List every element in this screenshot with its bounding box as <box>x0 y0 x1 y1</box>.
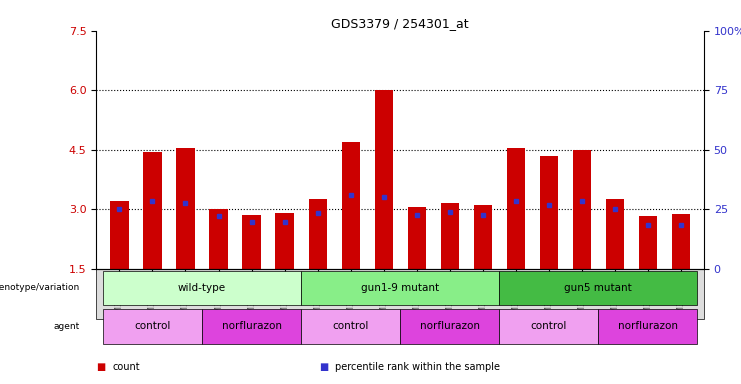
Bar <box>301 271 499 305</box>
Text: gun5 mutant: gun5 mutant <box>565 283 632 293</box>
Bar <box>539 156 558 269</box>
Bar <box>103 271 301 305</box>
Bar <box>342 142 359 269</box>
Text: ■: ■ <box>96 362 105 372</box>
Bar <box>202 309 301 344</box>
Text: gun1-9 mutant: gun1-9 mutant <box>361 283 439 293</box>
Text: control: control <box>531 321 567 331</box>
Bar <box>672 214 690 269</box>
Bar <box>639 217 657 269</box>
Bar <box>400 309 499 344</box>
Bar <box>242 215 261 269</box>
Bar <box>499 309 598 344</box>
Bar <box>441 204 459 269</box>
Text: ■: ■ <box>319 362 328 372</box>
Bar <box>573 150 591 269</box>
Bar <box>507 148 525 269</box>
Bar <box>144 152 162 269</box>
Text: percentile rank within the sample: percentile rank within the sample <box>335 362 500 372</box>
Text: norflurazon: norflurazon <box>222 321 282 331</box>
Text: count: count <box>113 362 140 372</box>
Text: norflurazon: norflurazon <box>419 321 479 331</box>
Bar <box>176 148 195 269</box>
Title: GDS3379 / 254301_at: GDS3379 / 254301_at <box>331 17 469 30</box>
Text: norflurazon: norflurazon <box>618 321 678 331</box>
Text: control: control <box>333 321 369 331</box>
Text: wild-type: wild-type <box>178 283 226 293</box>
Bar <box>408 207 426 269</box>
Bar <box>374 90 393 269</box>
Bar <box>301 309 400 344</box>
Text: genotype/variation: genotype/variation <box>0 283 80 293</box>
Text: control: control <box>134 321 170 331</box>
Text: agent: agent <box>53 322 80 331</box>
Bar <box>308 199 327 269</box>
Bar <box>473 205 492 269</box>
Bar <box>499 271 697 305</box>
Bar <box>276 213 293 269</box>
Bar <box>605 199 624 269</box>
Bar <box>110 201 128 269</box>
Bar <box>598 309 697 344</box>
Bar <box>210 209 227 269</box>
Bar <box>103 309 202 344</box>
